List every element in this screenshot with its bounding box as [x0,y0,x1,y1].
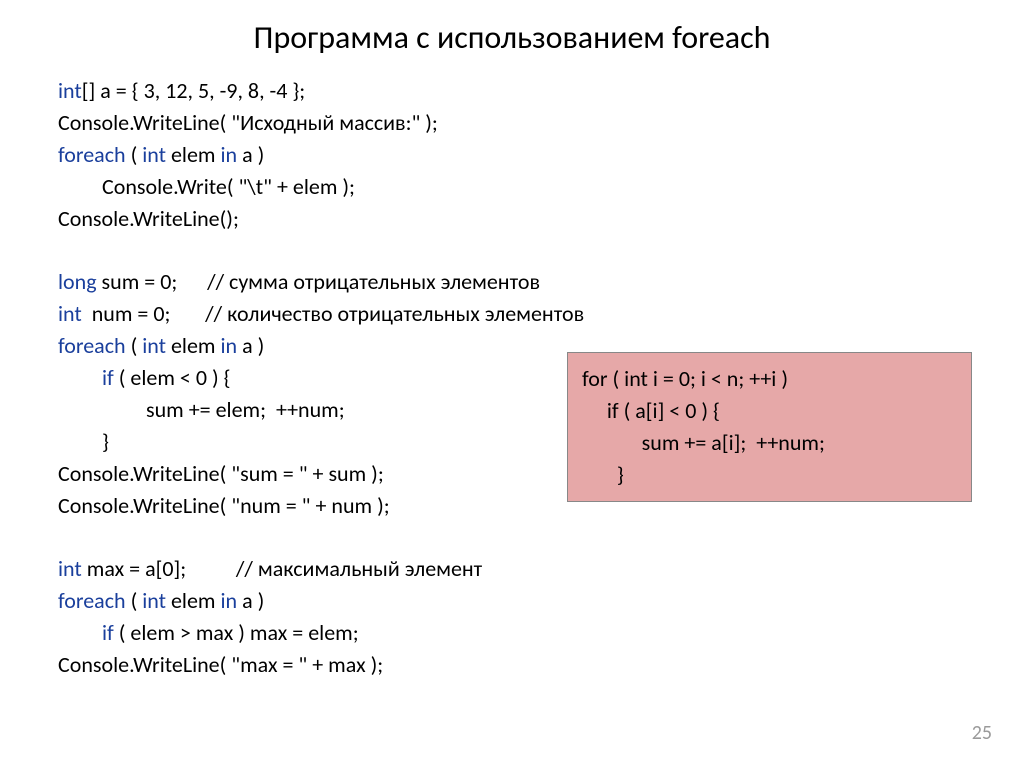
keyword: in [220,587,242,614]
code-line: int num = 0; // количество отрицательных… [58,298,966,330]
callout-box: for ( int i = 0; i < n; ++i ) if ( a[i] … [567,352,972,502]
blank-line [58,521,966,553]
keyword: if [102,619,119,646]
code-line: int max = a[0]; // максимальный элемент [58,553,966,585]
callout-line: if ( a[i] < 0 ) { [582,395,959,427]
code-line: foreach ( int elem in a ) [58,139,966,171]
keyword: int [58,555,87,582]
callout-line: sum += a[i]; ++num; [582,427,959,459]
callout-line: } [582,459,959,491]
page-number: 25 [972,721,992,745]
code-line: Console.WriteLine(); [58,203,966,235]
keyword: in [220,141,242,168]
code-line: foreach ( int elem in a ) [58,585,966,617]
keyword: int [142,587,171,614]
keyword: in [220,332,242,359]
keyword: int [142,141,171,168]
callout-line: for ( int i = 0; i < n; ++i ) [582,363,959,395]
keyword: int [142,332,171,359]
keyword: if [102,364,119,391]
slide-title: Программа с использованием foreach [58,18,966,57]
keyword: int [58,300,92,327]
keyword: int [58,77,82,104]
code-line: Console.WriteLine( "max = " + max ); [58,649,966,681]
keyword: foreach [58,141,131,168]
code-line: long sum = 0; // сумма отрицательных эле… [58,266,966,298]
keyword: long [58,268,102,295]
code-line: Console.WriteLine( "Исходный массив:" ); [58,107,966,139]
code-line: Console.Write( "\t" + elem ); [58,171,966,203]
code-line: if ( elem > max ) max = elem; [58,617,966,649]
slide: Программа с использованием foreach int[]… [0,0,1024,767]
code-line: int[] a = { 3, 12, 5, -9, 8, -4 }; [58,75,966,107]
keyword: foreach [58,587,131,614]
keyword: foreach [58,332,131,359]
blank-line [58,234,966,266]
